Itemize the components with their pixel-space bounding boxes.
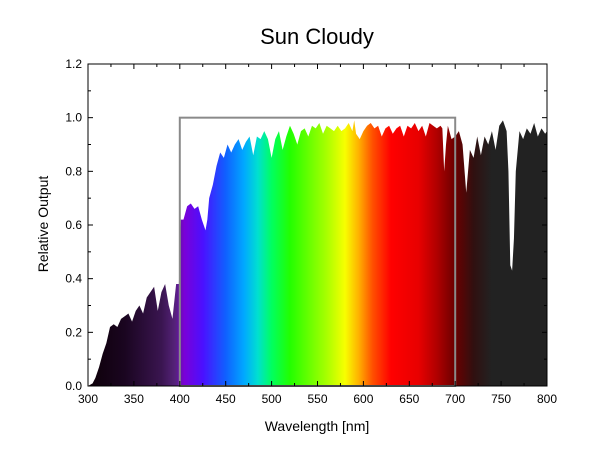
x-tick-label: 300	[78, 392, 98, 406]
y-tick-label: 0.8	[65, 164, 82, 178]
y-tick-label: 1.2	[65, 57, 82, 71]
x-axis: 300 350 400 450 500 550 600 650 700 750 800	[78, 64, 557, 406]
x-tick-label: 750	[491, 392, 511, 406]
x-tick-label: 700	[445, 392, 465, 406]
x-tick-label: 600	[353, 392, 373, 406]
y-tick-label: 1.0	[65, 111, 82, 125]
x-tick-label: 350	[124, 392, 144, 406]
y-tick-label: 0.0	[65, 379, 82, 393]
y-tick-label: 0.4	[65, 272, 82, 286]
plot-area	[87, 63, 548, 388]
spectrum-area	[88, 120, 547, 386]
x-axis-label: Wavelength [nm]	[265, 418, 370, 434]
chart-title: Sun Cloudy	[260, 24, 374, 49]
x-tick-label: 650	[399, 392, 419, 406]
y-tick-label: 0.2	[65, 325, 82, 339]
y-axis-label: Relative Output	[35, 176, 51, 273]
x-tick-label: 800	[537, 392, 557, 406]
y-tick-label: 0.6	[65, 218, 82, 232]
x-tick-label: 450	[216, 392, 236, 406]
x-tick-label: 400	[170, 392, 190, 406]
y-axis: 0.0 0.2 0.4 0.6 0.8 1.0 1.2	[65, 57, 547, 393]
x-tick-label: 500	[262, 392, 282, 406]
x-tick-label: 550	[307, 392, 327, 406]
